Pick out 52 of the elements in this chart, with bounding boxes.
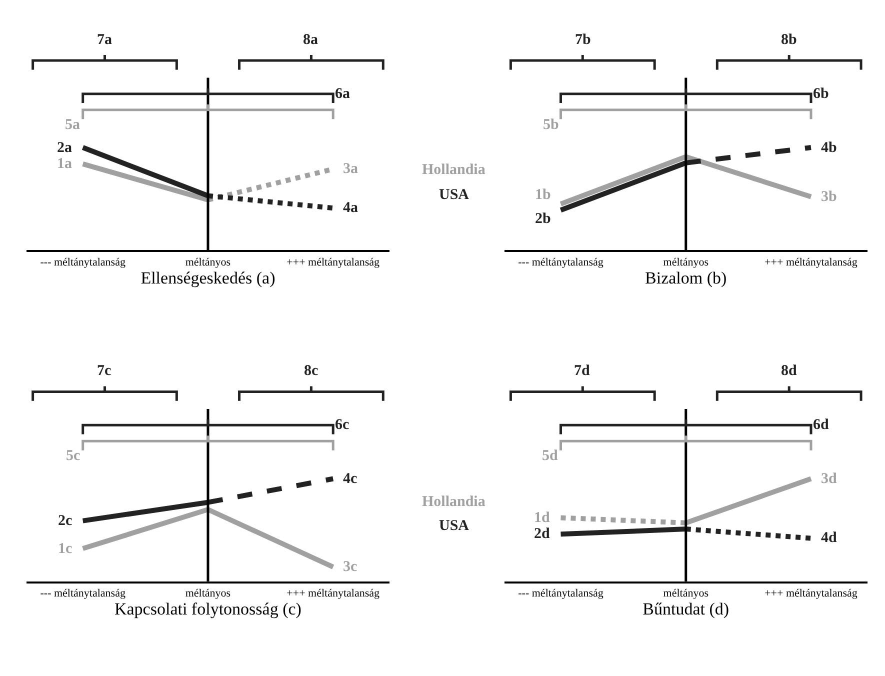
text: 5b [543,117,559,133]
series-label: 4d [821,530,838,546]
x-tick-label: méltányos [663,256,708,268]
series-label: 3d [821,471,838,487]
text: 7b [575,32,591,48]
text: 6a [335,86,350,102]
text: 6c [335,417,350,433]
x-tick-label: +++ méltánytalanság [764,256,858,268]
text: 8d [781,363,798,379]
x-axis-title: Bizalom (b) [645,268,727,288]
x-tick-label: méltányos [185,588,231,600]
text: 6d [813,417,830,433]
x-axis-title: Ellenségeskedés (a) [140,268,276,288]
series-label: 2b [535,211,551,227]
series-label: 4b [821,140,837,156]
text: 6b [813,86,829,102]
series-label: 3a [343,161,358,177]
text: 8a [303,32,318,48]
series-label: 2c [58,513,72,529]
x-tick-label: --- méltánytalanság [40,588,126,600]
series-label: 4a [343,200,358,216]
series-label: 1d [534,510,550,526]
text: Hollandia [422,162,486,178]
text: 7a [97,32,112,48]
x-tick-label: méltányos [185,256,231,268]
text: 5a [65,117,80,133]
text: 8b [781,32,797,48]
text: Hollandia [422,494,486,510]
text: USA [439,518,470,534]
x-tick-label: méltányos [663,588,708,600]
series-label: 3b [821,189,837,205]
series-label: 4c [343,471,358,487]
x-axis-title: Bűntudat (d) [642,600,730,619]
text: 7c [97,363,112,379]
text: USA [439,187,470,203]
series-label: 2a [57,140,72,156]
x-tick-label: +++ méltánytalanság [286,588,380,600]
text: 5c [66,448,80,464]
text: 7d [574,363,590,379]
x-tick-label: --- méltánytalanság [518,588,604,600]
series-label: 2d [534,526,550,542]
x-tick-label: +++ méltánytalanság [286,256,380,268]
x-tick-label: +++ méltánytalanság [764,588,858,600]
text: 8c [304,363,318,379]
x-axis-title: Kapcsolati folytonosság (c) [114,600,302,619]
series-label: 1a [57,156,72,172]
x-tick-label: --- méltánytalanság [40,256,126,268]
series-label: 1c [58,541,72,557]
series-label: 1b [535,187,551,203]
series-label: 3c [343,559,358,575]
x-tick-label: --- méltánytalanság [518,256,604,268]
text: 5d [542,448,558,464]
